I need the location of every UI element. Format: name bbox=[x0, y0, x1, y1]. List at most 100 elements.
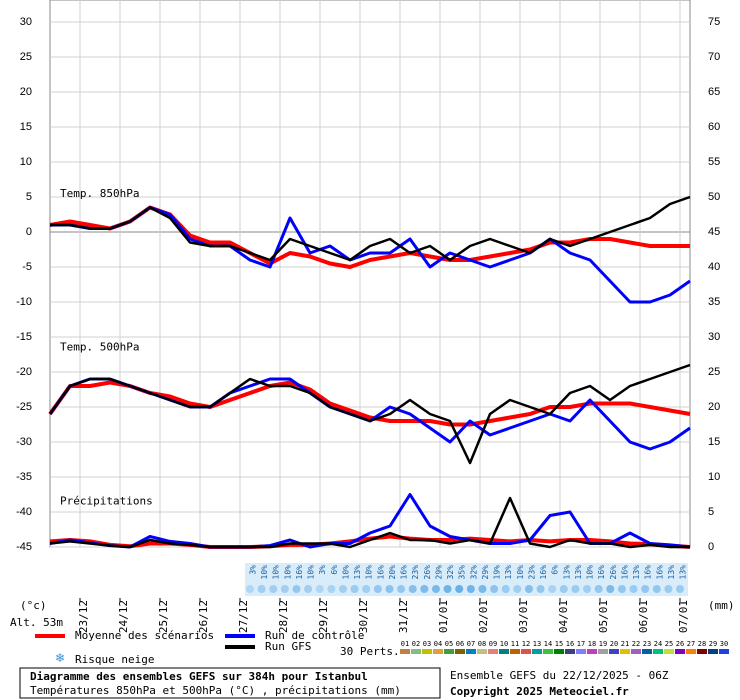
y-tick-label: 10 bbox=[20, 156, 32, 168]
run-info: Ensemble GEFS du 22/12/2025 - 06Z bbox=[450, 669, 669, 682]
pert-swatch bbox=[532, 649, 542, 654]
pert-number: 07 bbox=[467, 640, 475, 648]
snow-risk-mark bbox=[490, 585, 499, 593]
pert-swatch bbox=[587, 649, 597, 654]
snow-risk-label: 10% bbox=[516, 565, 525, 580]
pert-swatch bbox=[521, 649, 531, 654]
snow-risk-mark bbox=[385, 585, 394, 593]
pert-number: 08 bbox=[478, 640, 486, 648]
pert-number: 26 bbox=[676, 640, 684, 648]
snow-risk-label: 13% bbox=[353, 565, 362, 580]
y2-tick-label: 60 bbox=[708, 121, 720, 133]
pert-swatch bbox=[455, 649, 465, 654]
snow-risk-mark bbox=[315, 585, 324, 593]
x-tick-label: 26/12 bbox=[197, 600, 210, 633]
snow-risk-label: 10% bbox=[283, 565, 292, 580]
pert-number: 20 bbox=[610, 640, 618, 648]
y-tick-label: -20 bbox=[16, 366, 32, 378]
y2-tick-label: 40 bbox=[708, 261, 720, 273]
snow-risk-label: 10% bbox=[272, 565, 281, 580]
panel-label: Précipitations bbox=[60, 495, 153, 508]
snow-risk-mark bbox=[536, 585, 545, 593]
pert-number: 21 bbox=[621, 640, 629, 648]
snow-risk-label: 10% bbox=[586, 565, 595, 580]
pert-swatch bbox=[411, 649, 421, 654]
y-tick-label: -35 bbox=[16, 471, 32, 483]
pert-swatch bbox=[576, 649, 586, 654]
x-tick-label: 03/01 bbox=[517, 600, 530, 633]
pert-swatch bbox=[664, 649, 674, 654]
snow-risk-label: 10% bbox=[260, 565, 269, 580]
y-tick-label: 25 bbox=[20, 51, 32, 63]
pert-swatch bbox=[466, 649, 476, 654]
pert-swatch bbox=[598, 649, 608, 654]
snow-risk-mark bbox=[362, 585, 371, 593]
snow-risk-label: 16% bbox=[655, 565, 664, 580]
x-tick-label: 02/01 bbox=[477, 600, 490, 633]
snow-band bbox=[245, 563, 688, 596]
snow-risk-mark bbox=[397, 585, 406, 593]
pert-swatch bbox=[653, 649, 663, 654]
snow-risk-label: 13% bbox=[679, 565, 688, 580]
legend-label: Moyenne des scénarios bbox=[75, 629, 214, 642]
pert-swatch bbox=[697, 649, 707, 654]
snow-risk-label: 13% bbox=[504, 565, 513, 580]
snow-risk-mark bbox=[304, 585, 313, 593]
x-tick-label: 30/12 bbox=[357, 600, 370, 633]
pert-swatch bbox=[510, 649, 520, 654]
pert-number: 22 bbox=[632, 640, 640, 648]
pert-number: 28 bbox=[698, 640, 706, 648]
series-line bbox=[49, 493, 691, 549]
y-tick-label: 20 bbox=[20, 86, 32, 98]
snow-risk-label: 10% bbox=[341, 565, 350, 580]
y2-tick-label: 0 bbox=[708, 541, 714, 553]
snow-risk-mark bbox=[420, 585, 429, 593]
y2-tick-label: 35 bbox=[708, 296, 720, 308]
pert-swatch bbox=[686, 649, 696, 654]
pert-number: 13 bbox=[533, 640, 541, 648]
panel-label: Temp. 500hPa bbox=[60, 341, 139, 354]
pert-swatch bbox=[565, 649, 575, 654]
x-tick-label: 28/12 bbox=[277, 600, 290, 633]
pert-number: 11 bbox=[511, 640, 519, 648]
y2-axis-label: (mm) bbox=[708, 599, 735, 612]
x-tick-label: 01/01 bbox=[437, 600, 450, 633]
x-tick-label: 27/12 bbox=[237, 600, 250, 633]
snow-risk-label: 10% bbox=[365, 565, 374, 580]
pert-number: 14 bbox=[544, 640, 552, 648]
snow-risk-label: 32% bbox=[469, 565, 478, 580]
snow-risk-label: 3% bbox=[249, 565, 258, 575]
y-tick-label: 0 bbox=[26, 226, 32, 238]
pert-number: 02 bbox=[412, 640, 420, 648]
snow-risk-mark bbox=[350, 585, 359, 593]
snow-risk-label: 16% bbox=[295, 565, 304, 580]
snow-risk-label: 13% bbox=[667, 565, 676, 580]
pert-swatch bbox=[433, 649, 443, 654]
y-tick-label: -5 bbox=[22, 261, 32, 273]
x-tick-label: 29/12 bbox=[317, 600, 330, 633]
snow-risk-label: 20% bbox=[388, 565, 397, 580]
snow-risk-mark bbox=[606, 585, 615, 593]
pert-swatch bbox=[543, 649, 553, 654]
pert-number: 24 bbox=[654, 640, 662, 648]
y-tick-label: -45 bbox=[16, 541, 32, 553]
snow-risk-mark bbox=[513, 585, 522, 593]
pert-number: 18 bbox=[588, 640, 596, 648]
snow-risk-label: 16% bbox=[376, 565, 385, 580]
snow-risk-mark bbox=[524, 585, 533, 593]
snow-risk-mark bbox=[280, 585, 289, 593]
snow-risk-mark bbox=[583, 585, 592, 593]
y2-tick-label: 30 bbox=[708, 331, 720, 343]
pert-swatch bbox=[609, 649, 619, 654]
series-line bbox=[50, 195, 691, 262]
pert-swatch bbox=[422, 649, 432, 654]
y-tick-label: -25 bbox=[16, 401, 32, 413]
pert-number: 12 bbox=[522, 640, 530, 648]
y2-tick-label: 5 bbox=[708, 506, 714, 518]
snow-risk-label: 16% bbox=[400, 565, 409, 580]
snow-risk-label: 16% bbox=[620, 565, 629, 580]
pert-number: 25 bbox=[665, 640, 673, 648]
altitude: Alt. 53m bbox=[10, 616, 63, 629]
y2-tick-label: 70 bbox=[708, 51, 720, 63]
